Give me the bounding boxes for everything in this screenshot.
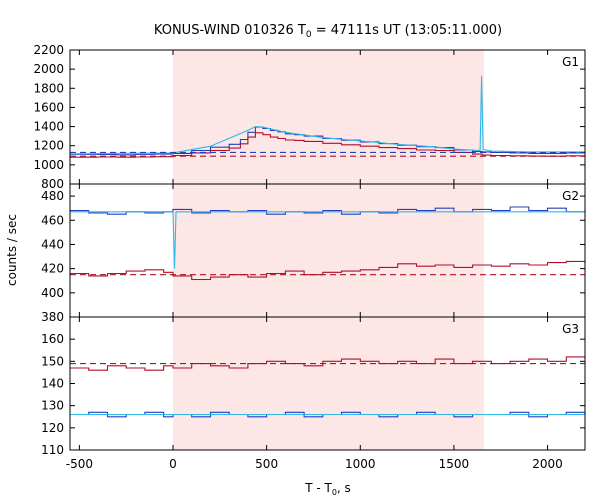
x-tick-label: 1000 [345, 457, 376, 471]
panel-g3-ytick-label: 140 [41, 377, 64, 391]
x-tick-label: 0 [169, 457, 177, 471]
panel-g2-ytick-label: 480 [41, 189, 64, 203]
plot-area: 8001000120014001600180020002200G13804004… [33, 43, 586, 471]
panel-g3-ytick-label: 150 [41, 354, 64, 368]
chart-title: KONUS-WIND 010326 T0 = 47111s UT (13:05:… [154, 23, 502, 40]
x-tick-label: -500 [66, 457, 93, 471]
chart-title-suffix: = 47111s UT (13:05:11.000) [312, 23, 502, 38]
x-axis-label-suffix: , s [337, 481, 351, 495]
panel-g1-series-2 [69, 75, 585, 155]
panel-g3-ytick-label: 160 [41, 332, 64, 346]
x-axis-label-subscript: 0 [332, 488, 337, 497]
y-axis-label: counts / sec [5, 214, 19, 286]
panel-g2-ytick-label: 420 [41, 262, 64, 276]
panel-g2-series-0 [70, 206, 586, 215]
x-tick-label: 1500 [439, 457, 470, 471]
panel-g1-ytick-label: 1200 [33, 139, 64, 153]
panel-g3-ytick-label: 120 [41, 421, 64, 435]
x-axis-label: T - T0, s [304, 481, 351, 497]
panel-g2-ytick-label: 400 [41, 286, 64, 300]
highlight-interval [173, 50, 484, 450]
chart-title-subscript: 0 [306, 30, 312, 40]
panel-g2-ytick-label: 460 [41, 213, 64, 227]
panel-g1-name-label: G1 [562, 55, 579, 69]
panel-g1-ytick-label: 1800 [33, 81, 64, 95]
panel-g1-ytick-label: 1400 [33, 120, 64, 134]
panel-g1-ytick-label: 1600 [33, 100, 64, 114]
chart-title-prefix: KONUS-WIND 010326 T [154, 23, 306, 38]
x-tick-label: 2000 [532, 457, 563, 471]
panel-g2-series-2 [70, 211, 585, 269]
panel-g2-ytick-label: 440 [41, 237, 64, 251]
panel-g1-ytick-label: 800 [41, 177, 64, 191]
x-axis-label-prefix: T - T [304, 481, 332, 495]
panel-g3-ytick-label: 110 [41, 443, 64, 457]
panel-g1-ytick-label: 2200 [33, 43, 64, 57]
panel-g2-series-1 [70, 260, 586, 281]
panel-g3-name-label: G3 [562, 322, 579, 336]
panel-g2-name-label: G2 [562, 189, 579, 203]
panel-g1-ytick-label: 1000 [33, 158, 64, 172]
x-tick-label: 500 [255, 457, 278, 471]
panel-g1-ytick-label: 2000 [33, 62, 64, 76]
panel-g2-ytick-label: 380 [41, 310, 64, 324]
panel-g3-ytick-label: 130 [41, 399, 64, 413]
panel-g1-series-1 [70, 132, 586, 158]
